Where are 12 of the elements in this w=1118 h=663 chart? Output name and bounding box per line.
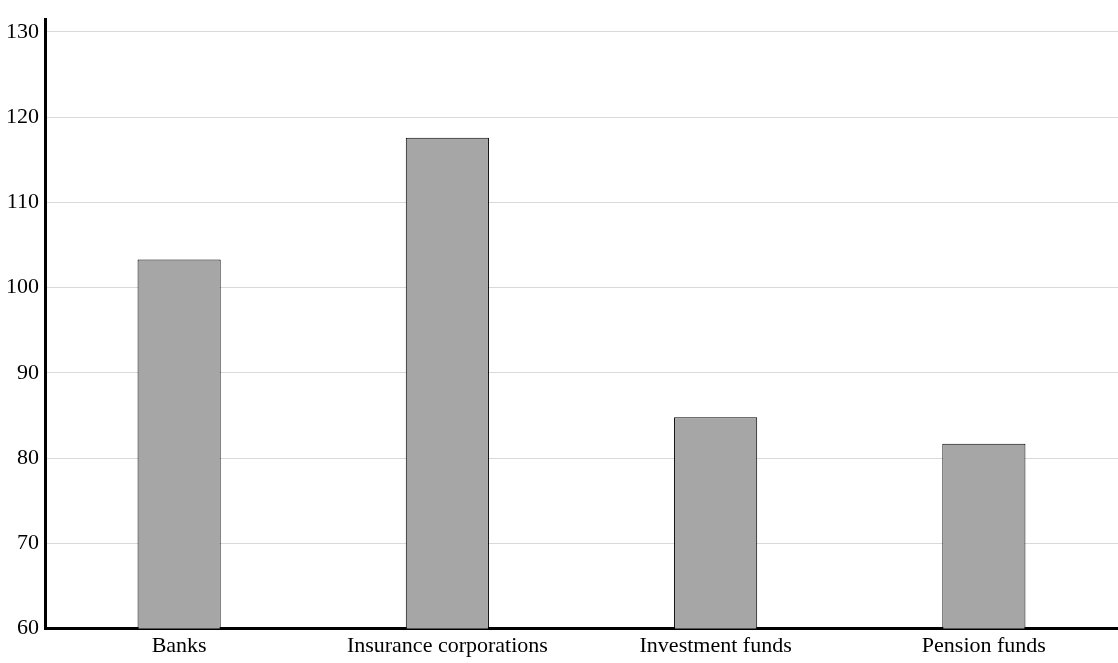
y-tick-label: 90	[17, 358, 39, 384]
y-tick-label: 80	[17, 443, 39, 469]
y-tick-label: 120	[6, 103, 39, 128]
y-tick-label: 130	[6, 17, 39, 43]
y-tick-label: 60	[17, 614, 39, 640]
y-tick-label: 110	[6, 188, 39, 214]
y-tick-label: 70	[17, 529, 39, 555]
x-tick-label: Pension funds	[921, 631, 1046, 657]
x-tick-label: Banks	[151, 631, 207, 657]
x-tick-label: Investment funds	[639, 631, 792, 657]
y-tick-label: 100	[6, 273, 39, 299]
x-tick-label: Insurance corporations	[346, 631, 548, 657]
